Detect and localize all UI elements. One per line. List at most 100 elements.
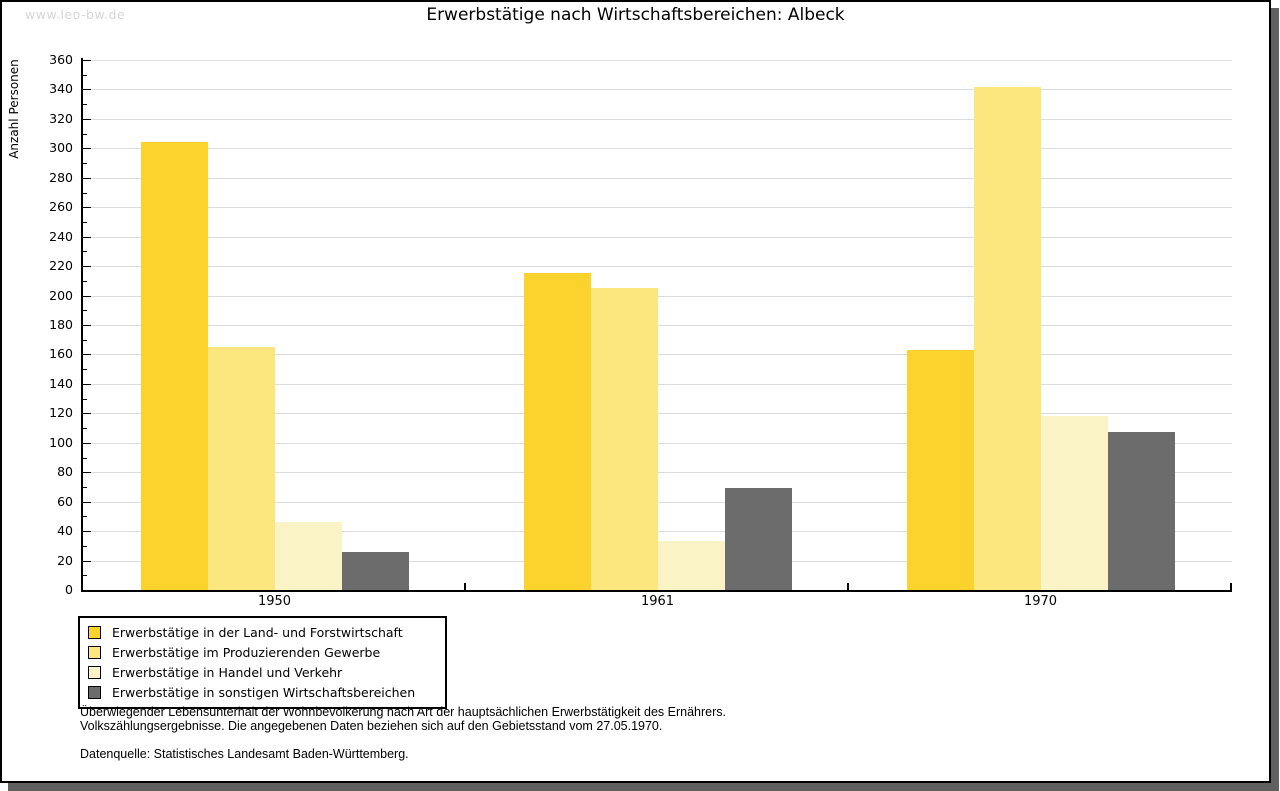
y-minor-tick bbox=[83, 516, 87, 518]
y-tick-label: 260 bbox=[49, 199, 73, 215]
bar-1961-series-1 bbox=[523, 273, 591, 590]
y-tick-label: 160 bbox=[49, 346, 73, 362]
y-minor-tick bbox=[83, 251, 87, 253]
y-gridline bbox=[83, 60, 1232, 61]
y-minor-tick bbox=[83, 310, 87, 312]
y-gridline bbox=[83, 236, 1232, 238]
y-gridline bbox=[83, 413, 1232, 415]
x-axis-line bbox=[81, 590, 1232, 592]
bar-1970-series-2 bbox=[973, 86, 1041, 590]
y-tick-label: 200 bbox=[49, 287, 73, 303]
y-minor-tick bbox=[83, 575, 87, 577]
y-tick bbox=[83, 472, 91, 474]
bar-1950-series-2 bbox=[207, 347, 275, 590]
y-tick bbox=[83, 501, 91, 503]
y-tick bbox=[83, 148, 91, 150]
legend-swatch bbox=[88, 685, 101, 699]
y-tick bbox=[83, 118, 91, 120]
legend-item-4: Erwerbstätige in sonstigen Wirtschaftsbe… bbox=[88, 682, 437, 702]
y-tick bbox=[83, 354, 91, 356]
y-minor-tick bbox=[83, 457, 87, 459]
legend-swatch bbox=[88, 645, 101, 659]
y-minor-tick bbox=[83, 280, 87, 282]
plot-area: 1950 1961 1970 0 20 40 60 80 100 120 140 160 180 200 2… bbox=[2, 2, 1269, 781]
bar-1950-series-1 bbox=[140, 142, 208, 590]
y-tick bbox=[83, 207, 91, 209]
legend-box: Erwerbstätige in der Land- und Forstwirt… bbox=[78, 616, 447, 709]
y-gridline bbox=[83, 148, 1232, 150]
bar-1961-series-3 bbox=[657, 541, 725, 590]
bar-1970-series-1 bbox=[906, 350, 974, 590]
x-tick-label: 1961 bbox=[640, 594, 675, 609]
legend-label: Erwerbstätige in der Land- und Forstwirt… bbox=[112, 624, 403, 640]
y-tick-label: 20 bbox=[57, 552, 73, 568]
y-minor-tick bbox=[83, 369, 87, 371]
y-tick bbox=[83, 413, 91, 415]
legend-label: Erwerbstätige in sonstigen Wirtschaftsbe… bbox=[112, 684, 416, 700]
legend-item-1: Erwerbstätige in der Land- und Forstwirt… bbox=[88, 622, 437, 642]
y-gridline bbox=[83, 295, 1232, 297]
y-tick-label: 80 bbox=[57, 464, 73, 480]
bar-1970-series-3 bbox=[1040, 416, 1108, 590]
y-gridline bbox=[83, 354, 1232, 356]
bar-1950-series-3 bbox=[274, 522, 342, 590]
y-minor-tick bbox=[83, 163, 87, 165]
chart-title: Erwerbstätige nach Wirtschaftsbereichen:… bbox=[426, 5, 845, 25]
y-minor-tick bbox=[83, 192, 87, 194]
bar-1961-series-2 bbox=[590, 288, 658, 590]
y-tick bbox=[83, 383, 91, 385]
y-minor-tick bbox=[83, 545, 87, 547]
bar-1961-series-4 bbox=[724, 488, 792, 590]
y-tick bbox=[83, 560, 91, 562]
y-tick bbox=[83, 531, 91, 533]
legend-swatch bbox=[88, 665, 101, 679]
y-gridline bbox=[83, 266, 1232, 268]
y-gridline bbox=[83, 89, 1232, 91]
y-tick-label: 320 bbox=[49, 110, 73, 126]
y-minor-tick bbox=[83, 398, 87, 400]
y-tick-label: 0 bbox=[65, 582, 73, 597]
y-tick-label: 280 bbox=[49, 169, 73, 185]
y-minor-tick bbox=[83, 104, 87, 106]
legend-label: Erwerbstätige in Handel und Verkehr bbox=[112, 664, 343, 680]
y-minor-tick bbox=[83, 486, 87, 488]
y-tick-label: 100 bbox=[49, 434, 73, 450]
y-tick bbox=[83, 266, 91, 268]
x-tick-label: 1970 bbox=[1023, 594, 1058, 609]
x-boundary-tick bbox=[1230, 583, 1232, 590]
y-gridline bbox=[83, 177, 1232, 179]
y-tick-label: 240 bbox=[49, 228, 73, 244]
y-axis-line bbox=[81, 58, 83, 592]
y-gridline bbox=[83, 325, 1232, 326]
y-gridline bbox=[83, 383, 1232, 385]
source-line: Datenquelle: Statistisches Landesamt Bad… bbox=[80, 747, 409, 761]
y-gridline bbox=[83, 207, 1232, 209]
x-tick-label: 1950 bbox=[257, 594, 292, 609]
y-tick bbox=[83, 442, 91, 444]
y-tick-label: 120 bbox=[49, 405, 73, 421]
y-gridline bbox=[83, 531, 1232, 533]
y-tick bbox=[83, 60, 91, 61]
y-gridline bbox=[83, 501, 1232, 503]
y-minor-tick bbox=[83, 428, 87, 430]
legend-item-3: Erwerbstätige in Handel und Verkehr bbox=[88, 662, 437, 682]
y-tick bbox=[83, 590, 91, 591]
y-minor-tick bbox=[83, 221, 87, 223]
y-minor-tick bbox=[83, 133, 87, 135]
x-boundary-tick bbox=[464, 583, 466, 590]
y-tick-label: 360 bbox=[49, 52, 73, 67]
legend-label: Erwerbstätige im Produzierenden Gewerbe bbox=[112, 644, 381, 660]
bar-1970-series-4 bbox=[1107, 432, 1175, 590]
bar-1950-series-4 bbox=[341, 551, 409, 590]
y-minor-tick bbox=[83, 74, 87, 76]
watermark: www.leo-bw.de bbox=[25, 7, 126, 22]
y-tick bbox=[83, 325, 91, 326]
legend-swatch bbox=[88, 625, 101, 639]
y-tick-label: 340 bbox=[49, 81, 73, 97]
y-tick-label: 40 bbox=[57, 523, 73, 539]
x-boundary-tick bbox=[847, 583, 849, 590]
footnote-line-2: Volkszählungsergebnisse. Die angegebenen… bbox=[80, 719, 663, 733]
y-gridline bbox=[83, 442, 1232, 444]
y-tick-label: 300 bbox=[49, 140, 73, 156]
